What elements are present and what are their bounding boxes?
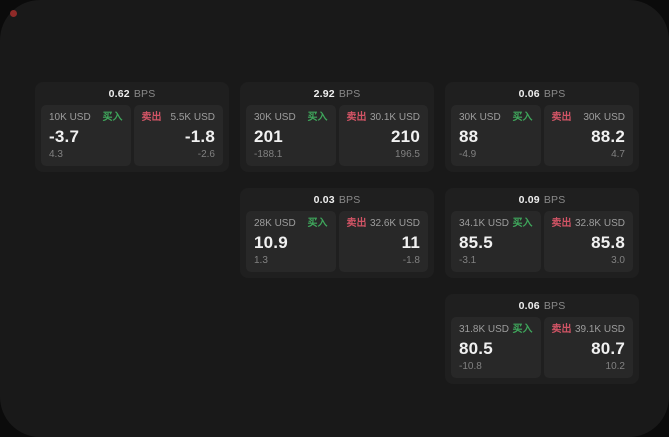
buy-side-label: 买入 [512,112,533,123]
sell-main-value: 88.2 [591,126,625,146]
sell-sub-value: -1.8 [402,255,420,266]
buy-sub-value: -10.8 [459,361,482,372]
sell-amount: 30K USD [583,112,625,123]
recording-indicator-dot [10,10,17,17]
buy-sub-value: 1.3 [254,255,268,266]
sell-main-value: 80.7 [591,338,625,358]
buy-sub-value: -188.1 [254,149,283,160]
buy-amount: 31.8K USD [459,324,510,335]
sell-side-label: 卖出 [346,218,367,229]
bps-unit: BPS [543,87,566,100]
sell-panel[interactable]: 卖出 39.1K USD 80.7 10.2 [543,317,633,378]
buy-panel[interactable]: 31.8K USD 买入 80.5 -10.8 [451,317,541,378]
bps-header: 0.06 BPS [451,82,633,105]
sell-panel[interactable]: 卖出 30K USD 88.2 4.7 [543,105,633,166]
quote-card: 0.06 BPS 30K USD 买入 88 -4.9 卖出 30K USD 8… [445,82,639,172]
sell-side-label: 卖出 [551,324,572,335]
sell-sub-value: 10.2 [605,361,625,372]
sell-main-value: 210 [391,126,420,146]
sell-amount: 30.1K USD [369,112,420,123]
quote-card-body: 30K USD 买入 201 -188.1 卖出 30.1K USD 210 1… [246,105,428,166]
sell-side-label: 卖出 [346,112,367,123]
sell-main-value: 85.8 [591,232,625,252]
sell-panel[interactable]: 卖出 5.5K USD -1.8 -2.6 [133,105,223,166]
buy-sub-value: -4.9 [459,149,477,160]
buy-sub-value: 4.3 [49,149,63,160]
sell-side-label: 卖出 [551,218,572,229]
quote-card: 2.92 BPS 30K USD 买入 201 -188.1 卖出 30.1K … [240,82,434,172]
sell-panel[interactable]: 卖出 32.8K USD 85.8 3.0 [543,211,633,272]
buy-panel[interactable]: 30K USD 买入 88 -4.9 [451,105,541,166]
bps-value: 0.06 [518,87,540,100]
buy-side-label: 买入 [102,112,123,123]
sell-main-value: 11 [401,232,420,252]
sell-panel[interactable]: 卖出 30.1K USD 210 196.5 [338,105,428,166]
bps-value: 0.09 [518,193,540,206]
quote-card-body: 28K USD 买入 10.9 1.3 卖出 32.6K USD 11 -1.8 [246,211,428,272]
buy-main-value: 201 [254,126,283,146]
sell-amount: 5.5K USD [170,112,215,123]
buy-side-label: 买入 [307,112,328,123]
buy-side-label: 买入 [512,324,533,335]
sell-panel[interactable]: 卖出 32.6K USD 11 -1.8 [338,211,428,272]
sell-side-label: 卖出 [551,112,572,123]
buy-amount: 28K USD [254,218,296,229]
quote-card-body: 30K USD 买入 88 -4.9 卖出 30K USD 88.2 4.7 [451,105,633,166]
sell-amount: 32.6K USD [369,218,420,229]
buy-main-value: 88 [459,126,479,146]
quote-card-body: 34.1K USD 买入 85.5 -3.1 卖出 32.8K USD 85.8… [451,211,633,272]
buy-panel[interactable]: 28K USD 买入 10.9 1.3 [246,211,336,272]
sell-sub-value: -2.6 [197,149,215,160]
buy-amount: 10K USD [49,112,91,123]
quote-card-body: 10K USD 买入 -3.7 4.3 卖出 5.5K USD -1.8 -2.… [41,105,223,166]
bps-header: 0.62 BPS [41,82,223,105]
quote-card: 0.62 BPS 10K USD 买入 -3.7 4.3 卖出 5.5K USD… [35,82,229,172]
buy-sub-value: -3.1 [459,255,477,266]
sell-sub-value: 196.5 [394,149,420,160]
buy-panel[interactable]: 30K USD 买入 201 -188.1 [246,105,336,166]
buy-panel[interactable]: 34.1K USD 买入 85.5 -3.1 [451,211,541,272]
bps-header: 0.09 BPS [451,188,633,211]
buy-main-value: -3.7 [49,126,80,146]
bps-header: 2.92 BPS [246,82,428,105]
sell-amount: 39.1K USD [574,324,625,335]
bps-unit: BPS [338,193,361,206]
buy-side-label: 买入 [307,218,328,229]
buy-main-value: 85.5 [459,232,493,252]
buy-amount: 34.1K USD [459,218,510,229]
bps-value: 0.62 [108,87,130,100]
quote-card: 0.06 BPS 31.8K USD 买入 80.5 -10.8 卖出 39.1… [445,294,639,384]
bps-value: 0.06 [518,299,540,312]
buy-main-value: 10.9 [254,232,288,252]
bps-header: 0.03 BPS [246,188,428,211]
bps-unit: BPS [338,87,361,100]
bps-header: 0.06 BPS [451,294,633,317]
bps-value: 2.92 [313,87,335,100]
sell-amount: 32.8K USD [574,218,625,229]
buy-amount: 30K USD [459,112,501,123]
sell-side-label: 卖出 [141,112,162,123]
buy-main-value: 80.5 [459,338,493,358]
sell-main-value: -1.8 [184,126,215,146]
quote-card: 0.09 BPS 34.1K USD 买入 85.5 -3.1 卖出 32.8K… [445,188,639,278]
sell-sub-value: 4.7 [611,149,625,160]
quote-card-body: 31.8K USD 买入 80.5 -10.8 卖出 39.1K USD 80.… [451,317,633,378]
bps-value: 0.03 [313,193,335,206]
buy-side-label: 买入 [512,218,533,229]
sell-sub-value: 3.0 [611,255,625,266]
bps-unit: BPS [543,299,566,312]
bps-unit: BPS [133,87,156,100]
bps-unit: BPS [543,193,566,206]
buy-amount: 30K USD [254,112,296,123]
buy-panel[interactable]: 10K USD 买入 -3.7 4.3 [41,105,131,166]
quote-card: 0.03 BPS 28K USD 买入 10.9 1.3 卖出 32.6K US… [240,188,434,278]
